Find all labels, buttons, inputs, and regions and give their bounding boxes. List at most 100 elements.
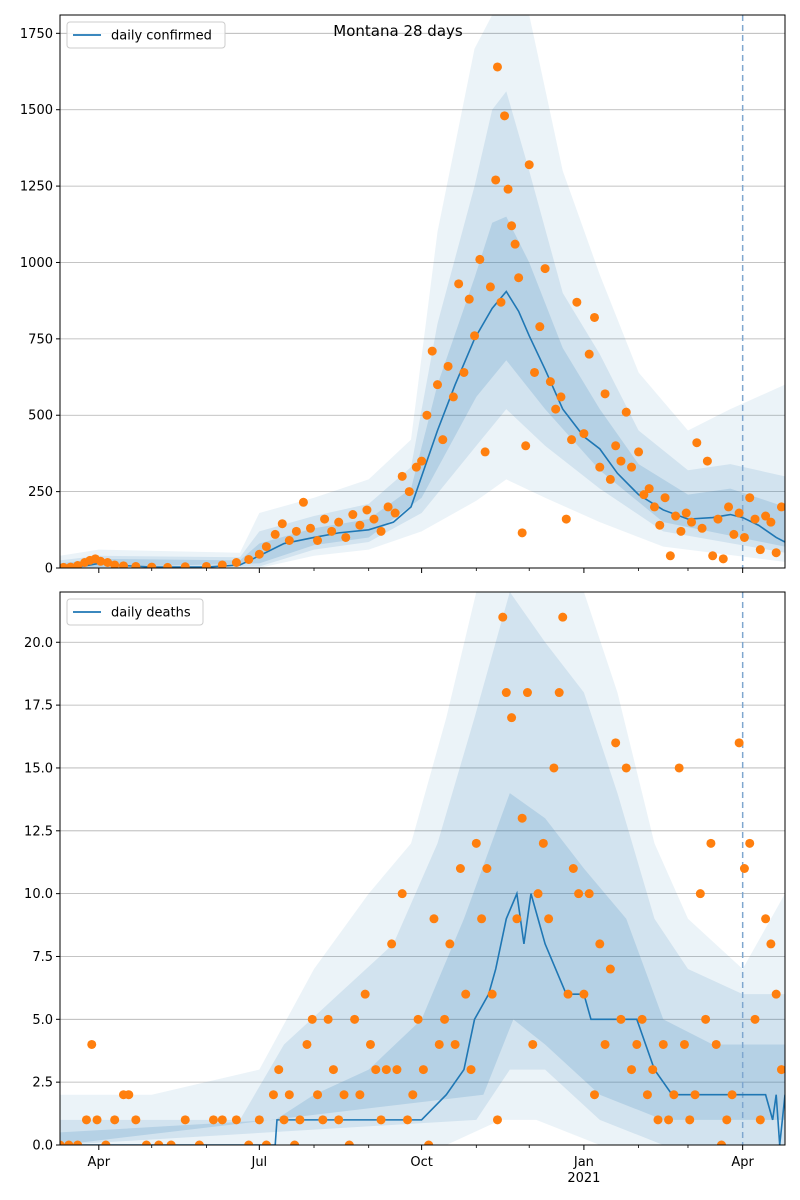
chart-0-point-42 [422,410,432,420]
chart-0-point-0 [60,562,69,568]
chart-1-point-4 [87,1039,97,1049]
chart-1-point-85 [600,1039,610,1049]
chart-1-point-22 [268,1090,278,1100]
chart-1-point-2 [73,1140,83,1145]
chart-0-point-107 [750,514,760,524]
chart-0-point-84 [627,462,637,472]
chart-1-point-18 [231,1115,241,1125]
chart-0-point-104 [734,508,744,518]
chart-1-point-31 [318,1115,328,1125]
chart-1-point-50 [418,1065,428,1075]
chart-0-point-12 [163,562,173,568]
chart-1-point-61 [477,914,487,924]
confirmed-panel: 0 250 500 750 1000 1250 1500 1750 Montana 28 day… [20,14,786,577]
chart-1-point-118 [776,1065,785,1075]
chart-1-point-111 [739,864,749,873]
chart-1-point-28 [302,1039,312,1049]
chart-0-point-53 [480,447,490,457]
chart-1-point-67 [507,713,517,723]
chart-0-point-70 [551,404,561,414]
chart-1-point-100 [679,1039,689,1049]
chart-0-ytick-label-4: 1000 [20,256,53,271]
chart-0-point-14 [201,561,211,568]
chart-1-point-38 [355,1090,365,1100]
chart-0-point-1 [66,562,76,568]
chart-1-point-29 [307,1014,317,1024]
chart-1-point-42 [376,1115,386,1125]
chart-1-point-92 [637,1014,647,1024]
chart-0-point-11 [147,562,157,568]
chart-1-point-70 [522,688,532,698]
chart-0-point-112 [776,502,785,512]
chart-0-point-81 [611,441,621,451]
chart-0-point-56 [492,62,502,72]
chart-1-point-21 [261,1140,271,1145]
chart-0-ytick-label-7: 1750 [20,27,53,42]
chart-0-point-101 [718,554,728,564]
chart-1-point-99 [674,763,684,773]
chart-0-point-16 [231,558,241,568]
chart-1-frame [59,591,786,1146]
chart-1-point-80 [574,889,584,899]
chart-1-point-112 [745,838,755,848]
chart-0-point-46 [443,361,453,371]
chart-1-xtick-label-4: Apr [731,1155,754,1170]
chart-0-point-92 [671,511,681,521]
chart-0-point-18 [254,549,264,559]
chart-0-point-97 [697,523,707,533]
chart-0-point-43 [427,346,437,356]
chart-0-point-95 [687,517,697,527]
chart-0-point-79 [600,389,610,399]
chart-1-point-65 [498,612,508,622]
chart-1-point-49 [413,1014,423,1024]
chart-0-point-62 [514,273,524,283]
chart-1-point-44 [387,939,397,949]
chart-0-point-102 [724,502,734,512]
chart-1-point-83 [589,1090,599,1100]
chart-1-point-104 [701,1014,711,1024]
chart-1-point-63 [487,989,497,999]
deaths-panel: 0.0 2.5 5.0 7.5 10.0 12.5 15.0 17.5 20.0 Apr Jul Oc… [24,591,786,1186]
chart-0-point-27 [320,514,330,524]
chart-1-point-45 [392,1065,402,1075]
chart-1-point-5 [92,1115,102,1125]
chart-0-point-32 [355,520,365,530]
chart-0-point-76 [584,349,594,359]
chart-1-point-81 [579,989,589,999]
chart-0-point-49 [459,367,469,377]
chart-1-point-73 [538,838,548,848]
chart-1-xtick-label-3: Jan [573,1155,594,1170]
chart-1-point-35 [339,1090,349,1100]
chart-0-point-65 [524,160,534,170]
chart-0-ytick-label-5: 1250 [20,180,53,195]
chart-1-point-98 [669,1090,679,1100]
chart-0-point-20 [270,529,280,539]
chart-0-point-106 [745,493,755,503]
chart-1-band-1 [60,592,785,1145]
chart-1-point-69 [517,813,527,823]
chart-1-point-24 [279,1115,289,1125]
chart-1-point-40 [365,1039,375,1049]
chart-1-point-7 [110,1115,120,1125]
chart-0-point-28 [327,526,337,536]
chart-0-point-47 [448,392,458,402]
chart-1-point-37 [350,1014,360,1024]
chart-1-point-27 [295,1115,305,1125]
chart-0-point-8 [110,560,120,568]
chart-0-point-105 [739,532,749,542]
chart-0-point-61 [510,239,520,249]
chart-0-point-66 [530,367,540,377]
chart-0-point-96 [692,438,702,448]
chart-1-point-34 [334,1115,344,1125]
chart-0-point-48 [454,279,464,289]
chart-1-point-110 [734,738,744,748]
chart-1-point-33 [328,1065,338,1075]
chart-0-point-38 [397,471,407,481]
chart-1-point-95 [653,1115,663,1125]
chart-1-ytick-label-6: 15.0 [24,761,53,776]
chart-1-point-54 [440,1014,450,1024]
chart-1-point-90 [627,1065,637,1075]
chart-1-band-0 [60,592,785,1145]
chart-1-xtick-label-1: Jul [250,1155,267,1170]
chart-0-legend-label: daily confirmed [111,29,212,44]
